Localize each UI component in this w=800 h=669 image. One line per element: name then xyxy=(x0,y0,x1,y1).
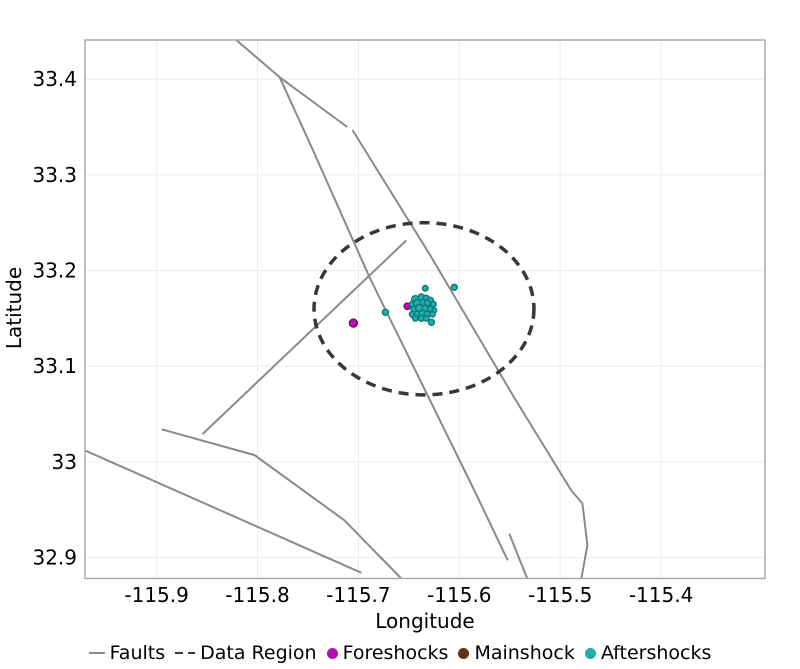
y-tick-label: 33.2 xyxy=(32,259,77,283)
x-tick-label: -115.9 xyxy=(124,583,188,607)
fault-line xyxy=(85,449,362,574)
x-tick-label: -115.5 xyxy=(528,583,592,607)
legend-marker-faults-icon xyxy=(88,652,105,654)
legend-label-aftershocks: Aftershocks xyxy=(600,642,712,664)
y-tick-label: 33.3 xyxy=(32,163,77,187)
legend-item-mainshock: Mainshock xyxy=(458,642,575,664)
legend-label-foreshocks: Foreshocks xyxy=(342,642,449,664)
aftershock-point xyxy=(422,314,430,322)
fault-line xyxy=(235,40,509,561)
aftershock-point xyxy=(429,300,437,308)
y-tick-label: 33.4 xyxy=(32,67,77,91)
x-tick-label: -115.6 xyxy=(427,583,491,607)
legend-item-aftershocks: Aftershocks xyxy=(584,642,712,664)
x-tick-label: -115.4 xyxy=(629,583,693,607)
legend-label-data-region: Data Region xyxy=(200,642,317,664)
y-tick-label: 32.9 xyxy=(32,545,77,569)
x-tick-label: -115.7 xyxy=(326,583,390,607)
legend-marker-data-region-icon xyxy=(175,651,196,655)
legend-marker-mainshock-dot-icon xyxy=(458,647,470,659)
aftershock-point xyxy=(381,308,390,316)
legend: Faults Data Region Foreshocks Mainshock Afte… xyxy=(0,639,800,667)
fault-line xyxy=(351,129,589,579)
y-tick-label: 33 xyxy=(52,450,77,474)
foreshock-point xyxy=(348,318,359,328)
aftershock-point xyxy=(450,283,458,291)
legend-label-mainshock: Mainshock xyxy=(474,642,575,664)
legend-label-faults: Faults xyxy=(109,642,166,664)
aftershock-point xyxy=(427,318,436,326)
aftershock-point xyxy=(428,310,436,318)
legend-item-faults: Faults xyxy=(88,642,166,664)
fault-line xyxy=(161,428,403,579)
legend-marker-foreshocks-dot-icon xyxy=(326,647,338,659)
legend-item-data-region: Data Region xyxy=(175,642,317,664)
aftershock-point xyxy=(411,314,419,322)
aftershock-point xyxy=(421,284,429,292)
data-region-ellipse xyxy=(312,220,536,397)
y-tick-label: 33.1 xyxy=(32,354,77,378)
fault-line xyxy=(201,239,407,435)
y-axis-label: Latitude xyxy=(2,266,26,350)
plot-border xyxy=(84,39,766,580)
plot-canvas: -115.9 -115.8 -115.7 -115.6 -115.5 -115.4 32.9… xyxy=(32,39,766,607)
legend-item-foreshocks: Foreshocks xyxy=(326,642,449,664)
fault-line xyxy=(279,76,348,128)
x-axis-label: Longitude xyxy=(375,609,475,633)
legend-marker-aftershocks-dot-icon xyxy=(584,647,596,659)
fault-line xyxy=(508,533,529,579)
x-tick-label: -115.8 xyxy=(225,583,289,607)
